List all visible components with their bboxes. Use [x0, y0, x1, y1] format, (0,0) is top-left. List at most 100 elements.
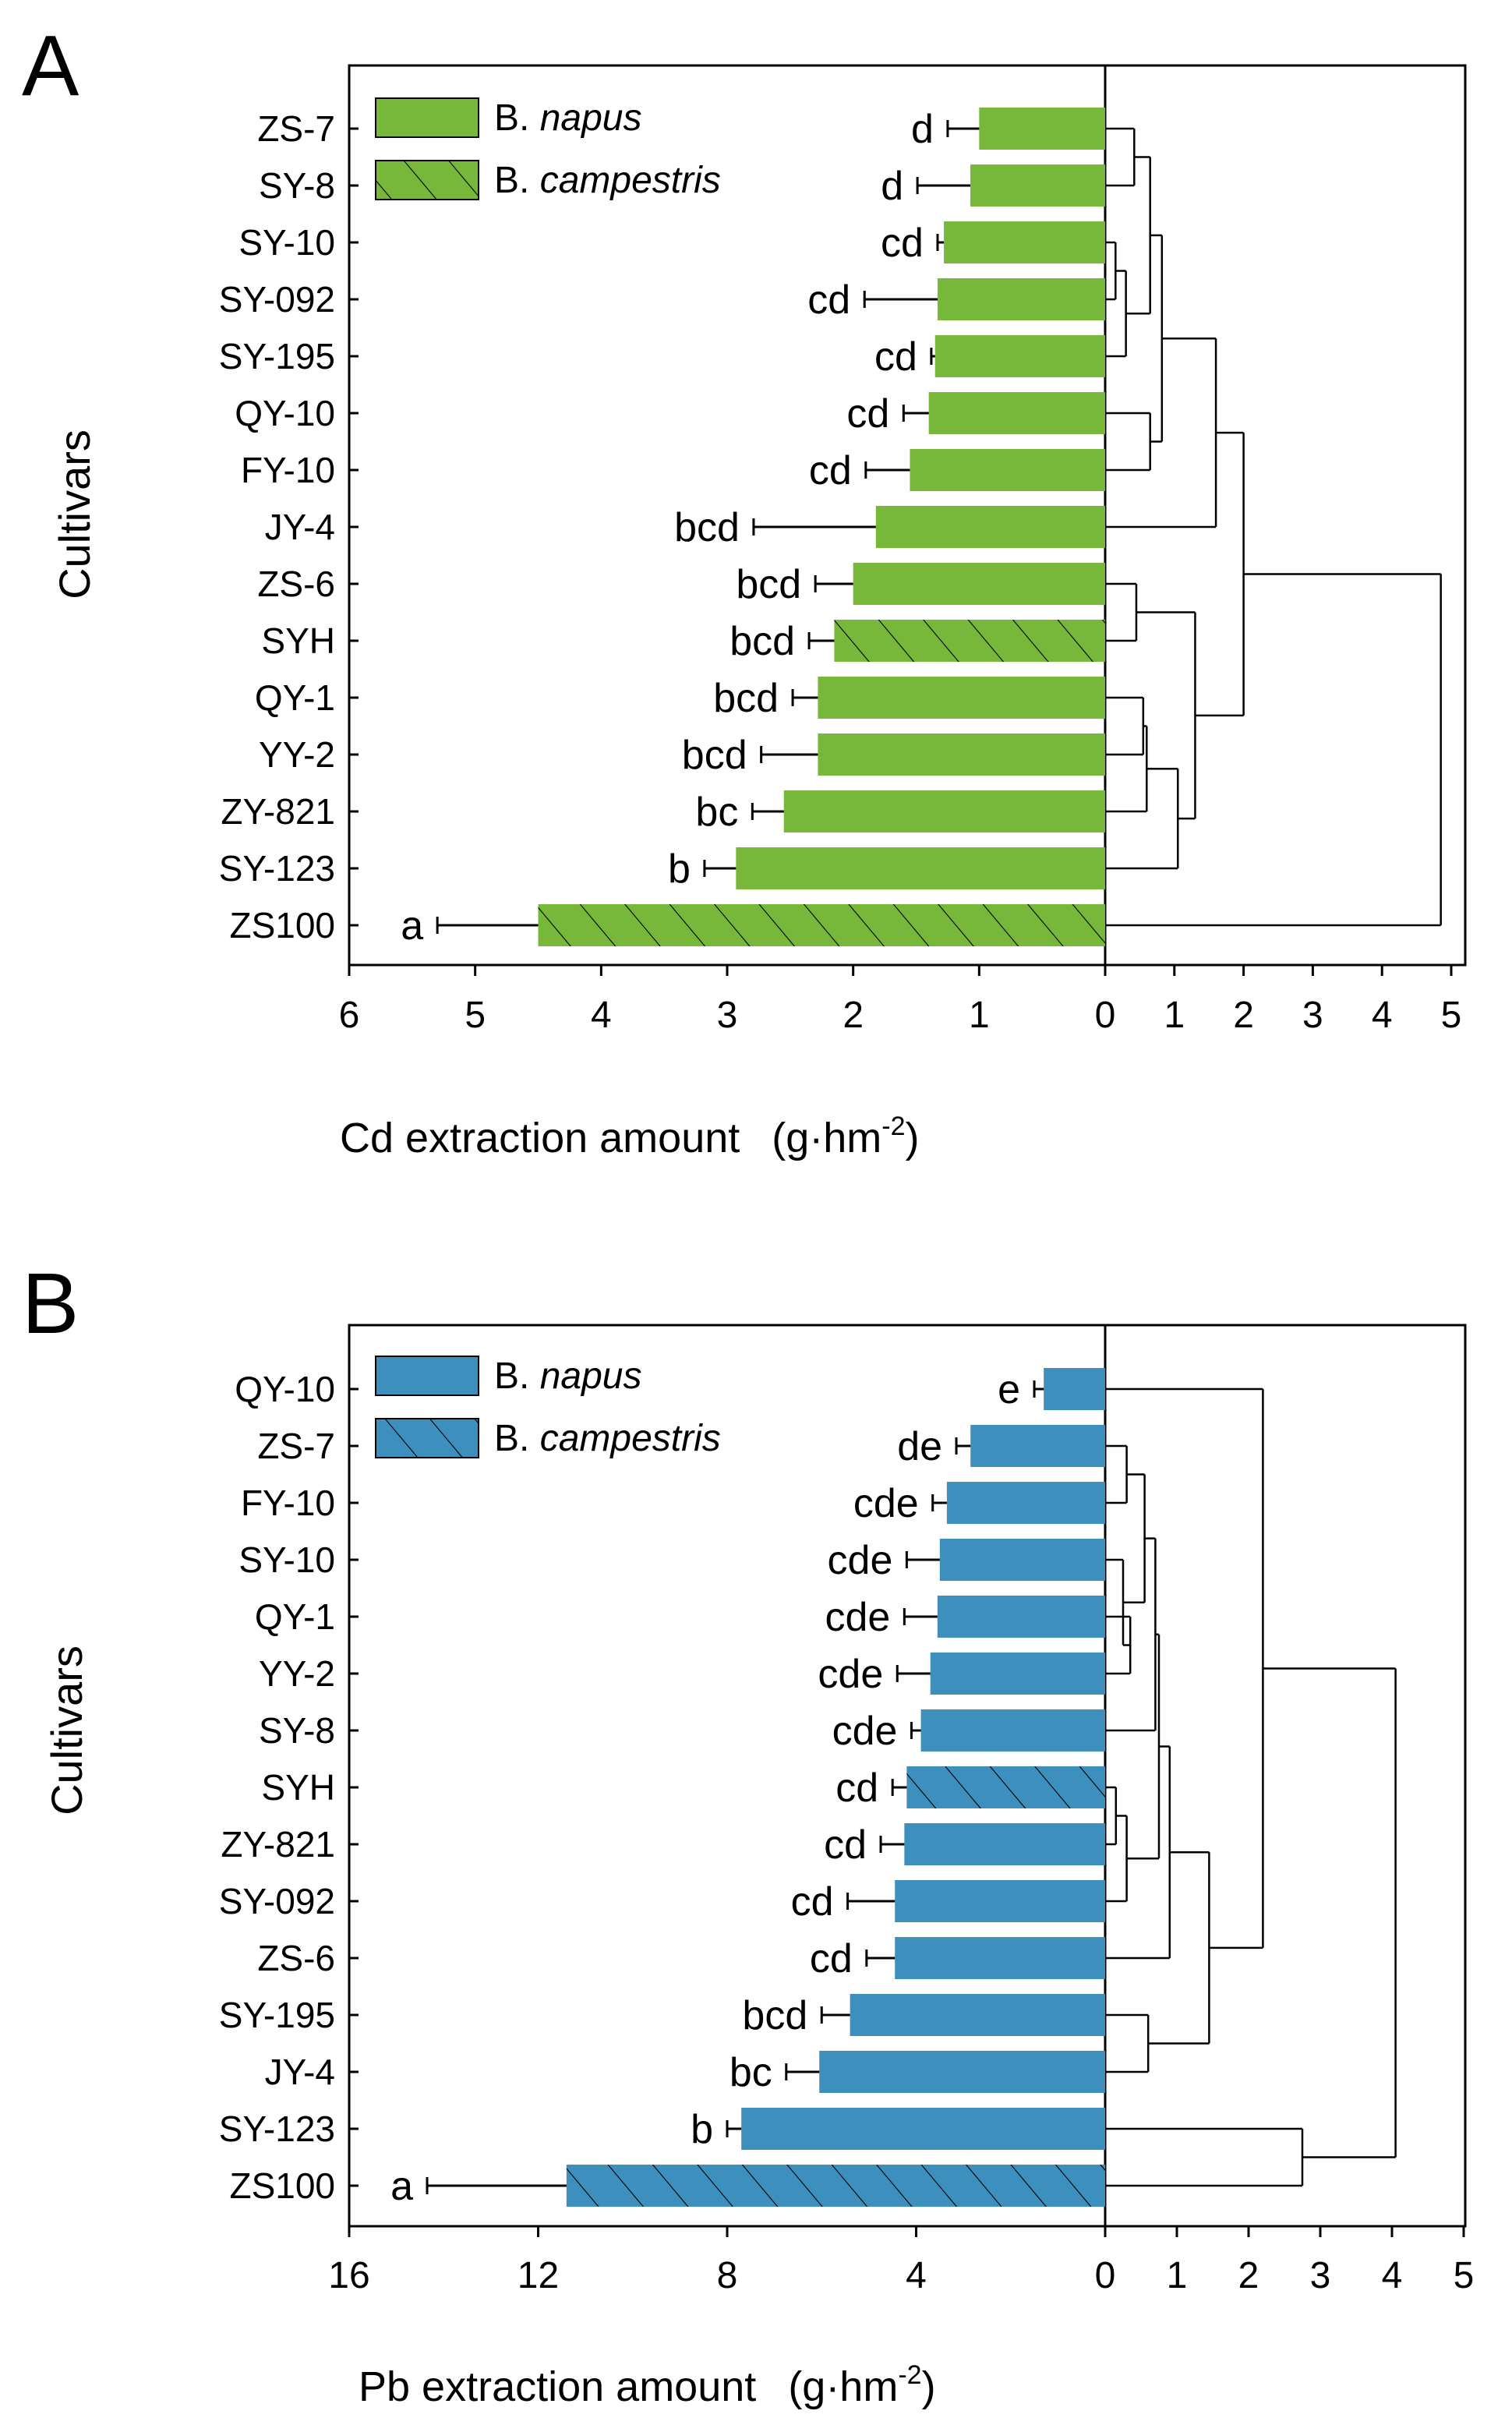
- category-label-b: ZS100: [229, 2165, 335, 2206]
- bar-b: [1044, 1368, 1105, 1410]
- category-label-a: SY-123: [219, 848, 335, 889]
- significance-label-a: d: [911, 107, 934, 152]
- category-label-b: SY-10: [238, 1539, 335, 1580]
- category-label-a: ZS-7: [257, 108, 335, 149]
- significance-label-a: cd: [846, 391, 889, 437]
- bar-a: [979, 108, 1105, 150]
- significance-label-a: bcd: [730, 619, 795, 664]
- x-tick-label-b: 4: [906, 2255, 927, 2296]
- bar-b: [741, 2108, 1105, 2150]
- x-tick-label-b: 12: [518, 2255, 559, 2296]
- dendro-tick-label-b: 2: [1238, 2255, 1259, 2296]
- x-axis-label-a-unit: (g·hm: [772, 1115, 881, 1161]
- category-label-a: SY-10: [238, 222, 335, 263]
- category-label-b: YY-2: [259, 1653, 335, 1694]
- x-axis-label-b-unit: (g·hm: [788, 2363, 898, 2410]
- significance-label-a: bcd: [682, 733, 747, 778]
- significance-label-b: cde: [853, 1481, 919, 1526]
- significance-label-b: cd: [791, 1879, 834, 1925]
- significance-label-b: cde: [818, 1652, 883, 1697]
- category-label-a: FY-10: [241, 450, 335, 490]
- legend-label-napus-a: B. napus: [494, 97, 641, 139]
- significance-label-a: cd: [807, 277, 850, 323]
- category-label-b: SYH: [261, 1767, 335, 1808]
- significance-label-b: cde: [825, 1595, 891, 1640]
- x-axis-label-b-unit-close: ): [922, 2363, 936, 2410]
- category-label-b: SY-8: [259, 1710, 335, 1751]
- dendro-tick-label-a: 3: [1302, 995, 1323, 1036]
- significance-label-a: cd: [881, 221, 924, 266]
- x-axis-label-b-main: Pb extraction amount: [359, 2363, 756, 2410]
- bar-a: [818, 677, 1105, 719]
- significance-label-a: b: [668, 847, 691, 892]
- significance-label-a: bc: [695, 790, 738, 835]
- legend-label-campestris-b: B. campestris: [494, 1418, 721, 1459]
- significance-label-b: cd: [824, 1822, 867, 1868]
- significance-label-a: d: [881, 164, 903, 209]
- significance-label-b: cd: [835, 1766, 878, 1811]
- plot-frame-a: [348, 64, 1467, 967]
- legend-label-napus-b: B. napus: [494, 1356, 641, 1397]
- category-label-a: SY-8: [259, 165, 335, 206]
- category-label-b: FY-10: [241, 1483, 335, 1523]
- bar-b: [970, 1425, 1105, 1467]
- significance-label-a: cd: [874, 334, 917, 380]
- bar-hatch-a: [834, 620, 1105, 662]
- x-axis-label-a-main: Cd extraction amount: [340, 1115, 740, 1161]
- x-tick-label-b: 16: [328, 2255, 369, 2296]
- panel-label-a: A: [22, 18, 79, 114]
- significance-label-a: cd: [809, 448, 852, 493]
- y-axis-label-b: Cultivars: [42, 1645, 91, 1815]
- significance-label-b: de: [897, 1424, 942, 1469]
- bar-a: [910, 449, 1105, 491]
- category-label-a: JY-4: [265, 507, 335, 547]
- bar-b: [895, 1880, 1105, 1922]
- legend-swatch-campestris-b-hatch: [376, 1419, 479, 1458]
- category-label-a: SYH: [261, 620, 335, 661]
- bar-b: [895, 1937, 1105, 1979]
- category-label-a: ZS100: [229, 905, 335, 946]
- category-label-b: ZS-7: [257, 1426, 335, 1466]
- x-tick-label-a: 5: [465, 995, 486, 1036]
- bar-a: [928, 392, 1105, 434]
- x-axis-label-a: Cd extraction amount (g·hm-2): [340, 1112, 920, 1161]
- legend-b: B. napus B. campestris: [375, 1356, 721, 1459]
- legend-label-campestris-b-prefix: B.: [494, 1418, 540, 1459]
- bar-b: [850, 1994, 1105, 2036]
- legend-label-napus-a-prefix: B.: [494, 97, 540, 139]
- category-label-a: QY-10: [235, 393, 335, 433]
- category-label-b: SY-195: [219, 1995, 335, 2035]
- legend-swatch-campestris-a-hatch: [376, 161, 479, 200]
- category-label-a: YY-2: [259, 734, 335, 775]
- bar-b: [937, 1596, 1105, 1638]
- dendro-tick-label-a: 4: [1372, 995, 1393, 1036]
- significance-label-b: cde: [832, 1709, 898, 1754]
- x-axis-label-b: Pb extraction amount (g·hm-2): [359, 2360, 936, 2410]
- bar-a: [944, 221, 1105, 263]
- bar-a: [783, 790, 1105, 832]
- category-label-a: SY-092: [219, 279, 335, 320]
- x-tick-label-b: 8: [717, 2255, 738, 2296]
- legend-swatch-napus-b: [375, 1356, 479, 1396]
- category-label-b: SY-092: [219, 1881, 335, 1921]
- x-tick-label-a: 3: [717, 995, 738, 1036]
- x-tick-label-a: 6: [339, 995, 360, 1036]
- x-tick-label-a: 1: [969, 995, 990, 1036]
- significance-label-b: a: [390, 2164, 413, 2209]
- legend-a: B. napus B. campestris: [375, 97, 721, 201]
- bar-a: [853, 563, 1105, 605]
- category-label-a: QY-1: [255, 677, 335, 718]
- chart-panel-b: B Cultivars Pb extraction amount (g·hm-2…: [22, 1256, 1474, 2410]
- significance-label-a: a: [401, 903, 423, 949]
- bar-a: [875, 506, 1105, 548]
- x-tick-label-a: 2: [843, 995, 864, 1036]
- significance-label-b: cde: [828, 1538, 893, 1583]
- bar-hatch-b: [906, 1766, 1105, 1808]
- dendro-tick-label-b: 1: [1167, 2255, 1188, 2296]
- bar-b: [904, 1823, 1105, 1865]
- significance-label-b: bcd: [742, 1993, 807, 2038]
- dendro-tick-label-a: 5: [1441, 995, 1462, 1036]
- panel-label-b: B: [22, 1256, 79, 1352]
- x-tick-label-a: 4: [591, 995, 612, 1036]
